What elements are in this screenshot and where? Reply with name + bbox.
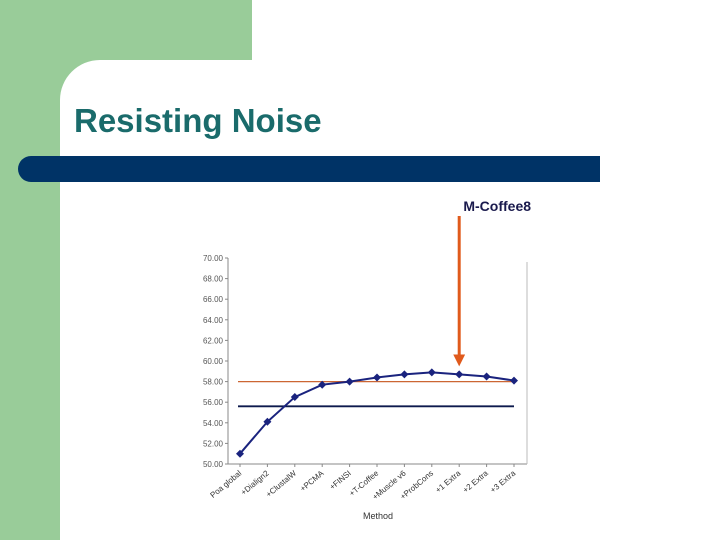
data-point bbox=[427, 368, 436, 377]
series-layer bbox=[236, 368, 518, 458]
y-tick-label: 58.00 bbox=[203, 378, 224, 387]
annotation-layer: M-Coffee8 bbox=[453, 198, 531, 367]
y-tick-label: 70.00 bbox=[203, 254, 224, 263]
y-tick-label: 52.00 bbox=[203, 439, 224, 448]
x-tick-label: +ClustalW bbox=[264, 468, 298, 499]
annotation-label: M-Coffee8 bbox=[463, 198, 531, 214]
series-line bbox=[239, 371, 515, 455]
y-tick-label: 66.00 bbox=[203, 295, 224, 304]
x-axis-title: Method bbox=[363, 511, 393, 521]
data-point bbox=[482, 372, 491, 381]
data-point bbox=[263, 417, 272, 426]
y-tick-label: 64.00 bbox=[203, 316, 224, 325]
chart-axes bbox=[225, 257, 528, 467]
content-panel bbox=[60, 60, 720, 540]
x-tick-label: +3 Extra bbox=[489, 468, 518, 495]
y-tick-label: 60.00 bbox=[203, 357, 224, 366]
data-point bbox=[236, 449, 244, 458]
tick-labels: 50.00 52.00 54.00 56.00 58.00 60.00 62.00 64.00… bbox=[203, 254, 518, 521]
x-tick-label: +2 Extra bbox=[461, 468, 490, 495]
y-tick-label: 68.00 bbox=[203, 275, 224, 284]
data-point bbox=[400, 370, 409, 379]
title-underline-bar bbox=[18, 156, 600, 182]
data-point bbox=[318, 380, 327, 389]
y-tick-label: 62.00 bbox=[203, 336, 224, 345]
x-tick-label: +PCMA bbox=[298, 468, 326, 493]
slide-title: Resisting Noise bbox=[74, 102, 322, 139]
x-tick-label: Poa global bbox=[209, 468, 244, 499]
data-point bbox=[510, 376, 518, 385]
y-tick-label: 56.00 bbox=[203, 398, 224, 407]
data-point bbox=[373, 373, 381, 382]
x-tick-label: +1 Extra bbox=[434, 468, 463, 495]
data-point bbox=[455, 370, 464, 379]
reference-lines bbox=[238, 381, 514, 408]
data-point bbox=[290, 393, 299, 402]
x-tick-label: +FINSI bbox=[328, 469, 353, 492]
data-point bbox=[345, 377, 354, 386]
y-tick-label: 50.00 bbox=[203, 460, 224, 469]
y-tick-label: 54.00 bbox=[203, 419, 224, 428]
